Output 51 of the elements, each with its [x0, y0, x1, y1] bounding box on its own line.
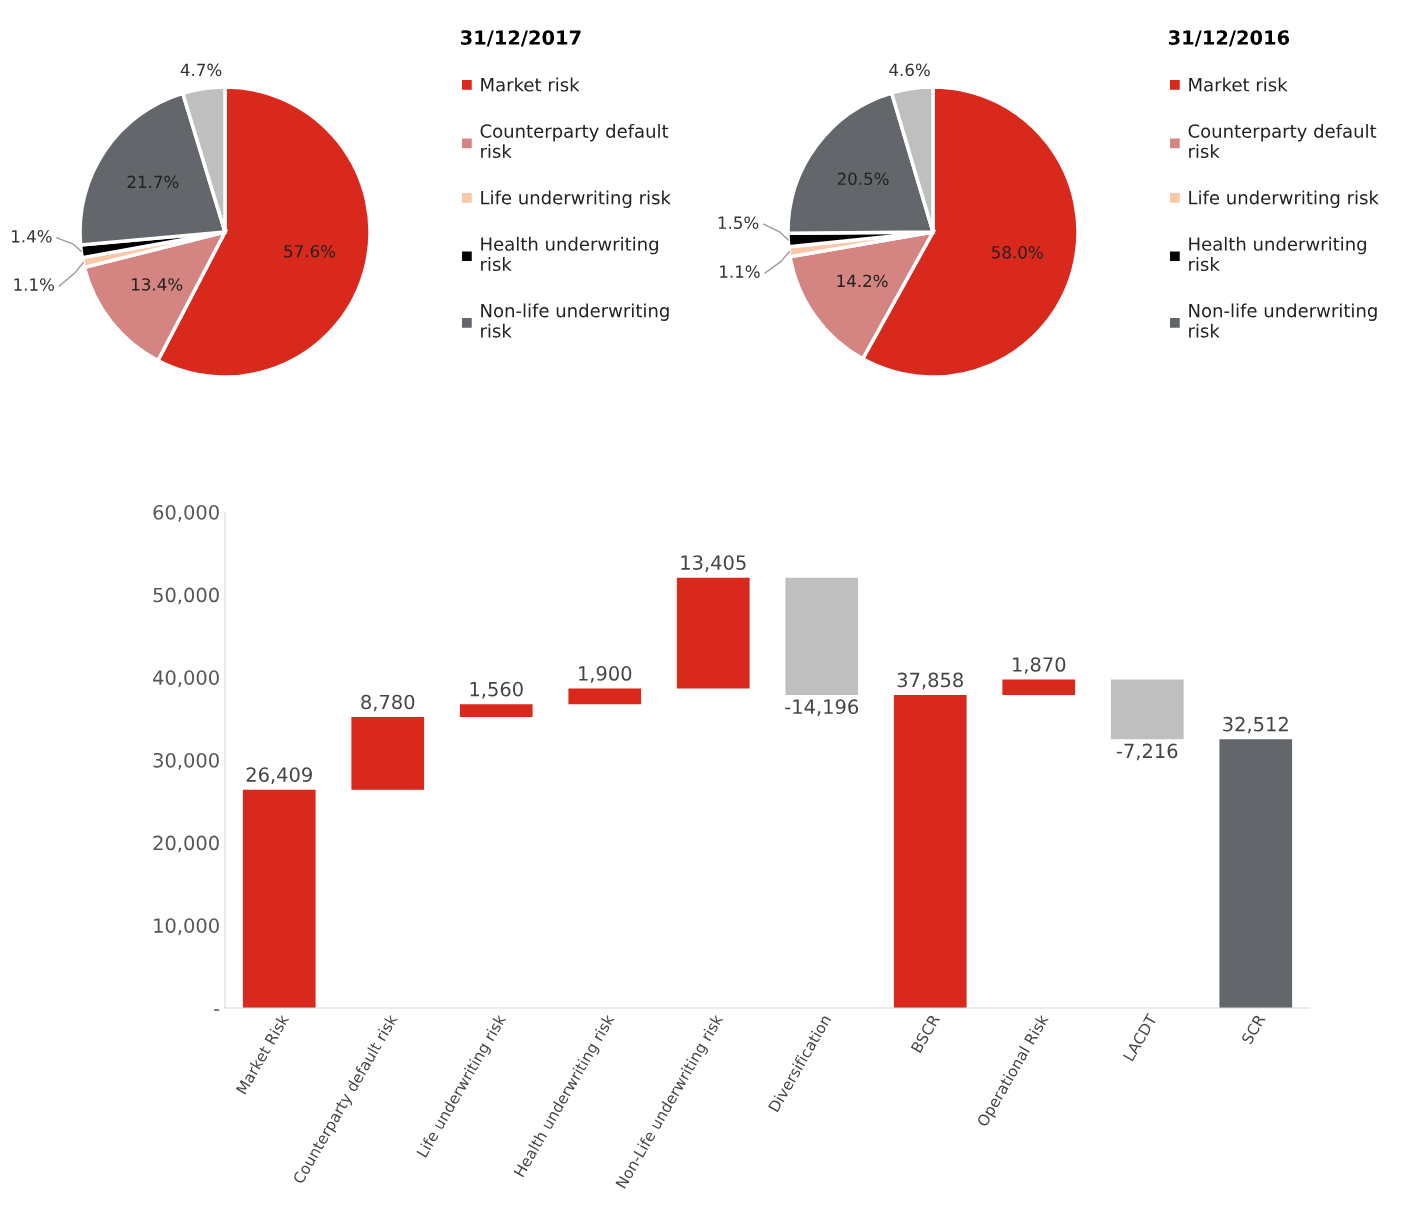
legend-label: Market risk	[481, 77, 580, 92]
data-label: 1.5%	[718, 216, 759, 230]
data-label: 37,858	[897, 672, 963, 690]
data-label: 1.4%	[12, 230, 52, 243]
legend-label: Life underwriting risk	[1189, 190, 1379, 208]
data-label: 20.5%	[837, 172, 889, 186]
legend-label: Life underwriting risk	[481, 190, 671, 208]
data-label: 14.2%	[837, 274, 888, 288]
bar	[351, 717, 425, 790]
legend-label: Non-life underwriting risk	[1189, 303, 1377, 338]
legend-label: Counterparty default risk	[1188, 123, 1377, 159]
chart-title: 31/12/2016	[1168, 30, 1290, 47]
data-label: 4.7%	[180, 63, 222, 77]
y-tick-label: 10,000	[154, 918, 219, 935]
y-tick-label: 30,000	[153, 752, 219, 770]
data-label: 57.6%	[284, 244, 336, 258]
data-label: -14,196	[785, 699, 859, 717]
bar	[568, 688, 642, 705]
legend-label: Health underwriting risk	[1189, 236, 1366, 272]
legend-label: Health underwriting risk	[481, 236, 658, 272]
bar	[1002, 679, 1076, 696]
y-tick-label: 50,000	[153, 587, 219, 605]
data-label: 21.7%	[127, 175, 179, 189]
data-label: 1,560	[470, 681, 523, 699]
legend-label: Non-life underwriting risk	[481, 303, 669, 338]
data-label: 32,512	[1223, 716, 1288, 734]
bar	[1219, 739, 1293, 1008]
bar	[459, 704, 533, 718]
y-tick-label: 60,000	[153, 504, 219, 522]
y-tick-label: 20,000	[153, 835, 219, 853]
data-label: 58.0%	[992, 246, 1043, 259]
bar	[676, 577, 750, 689]
y-tick-label: -	[214, 1009, 220, 1011]
bar	[785, 577, 859, 696]
y-tick-label: 40,000	[153, 670, 219, 687]
data-label: 1.1%	[720, 265, 760, 278]
data-label: 8,780	[361, 694, 415, 712]
legend-label: Market risk	[1189, 77, 1288, 92]
bar	[1110, 679, 1184, 740]
legend-label: Counterparty default risk	[480, 123, 669, 159]
bar	[893, 695, 967, 1008]
data-label: 1.1%	[14, 278, 54, 291]
data-label: 1,870	[1013, 657, 1066, 674]
data-label: 13.4%	[132, 278, 183, 291]
chart-title: 31/12/2017	[460, 30, 581, 47]
data-label: -7,216	[1116, 743, 1178, 761]
data-label: 4.6%	[889, 63, 930, 77]
data-label: 1,900	[579, 666, 632, 683]
data-label: 13,405	[681, 555, 746, 572]
data-label: 26,409	[246, 767, 312, 784]
bar	[242, 789, 316, 1008]
